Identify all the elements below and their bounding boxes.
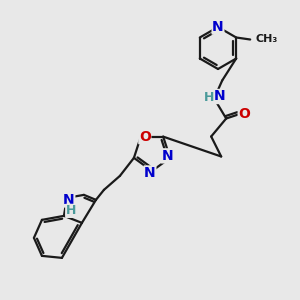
Text: N: N	[144, 166, 156, 180]
Text: N: N	[63, 193, 75, 207]
Text: H: H	[204, 91, 214, 104]
Text: CH₃: CH₃	[255, 34, 278, 44]
Text: N: N	[161, 149, 173, 163]
Text: H: H	[66, 204, 76, 218]
Text: O: O	[238, 107, 250, 122]
Text: O: O	[139, 130, 151, 144]
Text: N: N	[213, 89, 225, 103]
Text: N: N	[212, 20, 224, 34]
